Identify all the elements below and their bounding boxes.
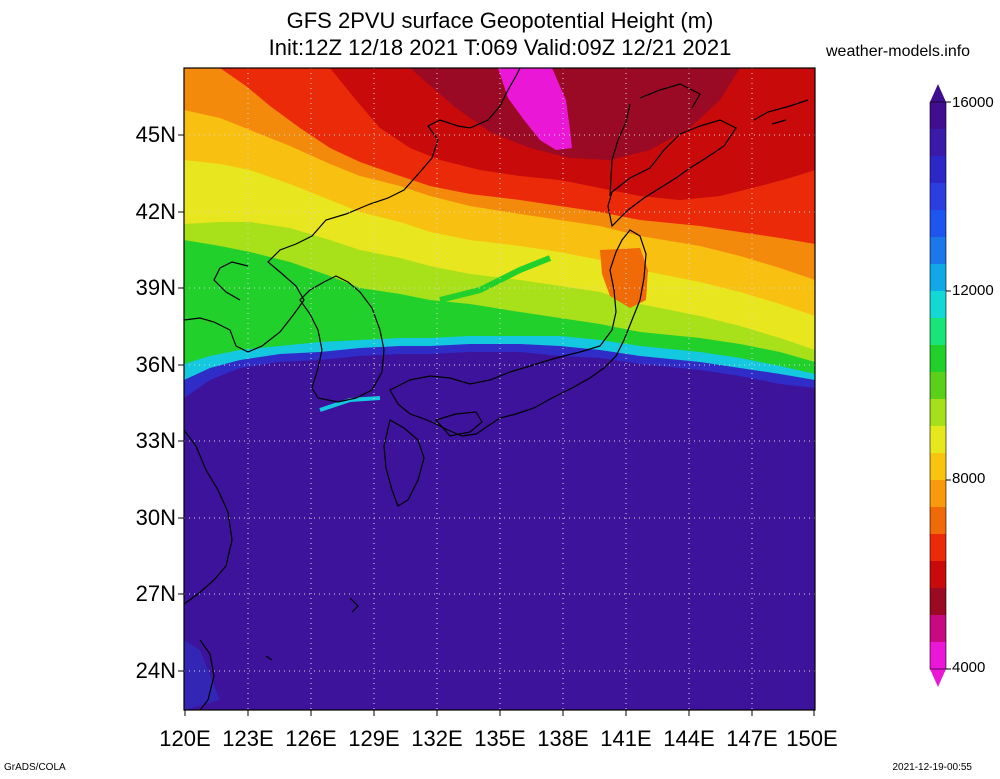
colorbar-max-arrow xyxy=(930,84,946,102)
axis-ticks xyxy=(178,134,815,716)
colorbar-label: 8000 xyxy=(952,470,986,487)
lon-label: 144E xyxy=(663,726,715,751)
lon-label: 126E xyxy=(285,726,337,751)
colorbar-segment xyxy=(930,345,946,373)
colorbar-segment xyxy=(930,264,946,292)
site-label: weather-models.info xyxy=(826,43,971,60)
lon-label: 135E xyxy=(474,726,526,751)
lat-label: 27N xyxy=(135,581,176,606)
colorbar-segment xyxy=(930,561,946,589)
colorbar-segment xyxy=(930,642,946,670)
colorbar-min-arrow xyxy=(930,669,946,687)
lat-label: 42N xyxy=(135,199,176,224)
colorbar-segment xyxy=(930,399,946,427)
lon-label: 123E xyxy=(222,726,274,751)
colorbar-segment xyxy=(930,507,946,535)
footer-credit: GrADS/COLA xyxy=(4,762,66,773)
lon-label: 147E xyxy=(726,726,778,751)
map-title: GFS 2PVU surface Geopotential Height (m) xyxy=(286,8,714,33)
plot-area xyxy=(184,68,815,710)
lon-label: 150E xyxy=(786,726,838,751)
colorbar-segment xyxy=(930,615,946,643)
colorbar-segment xyxy=(930,588,946,616)
colorbar-segment xyxy=(930,102,946,130)
colorbar-segment xyxy=(930,426,946,454)
colorbar-label: 16000 xyxy=(952,94,994,111)
lat-label: 36N xyxy=(135,352,176,377)
colorbar-segment xyxy=(930,129,946,157)
colorbar-segment xyxy=(930,183,946,211)
colorbar-segment xyxy=(930,156,946,184)
lon-label: 141E xyxy=(600,726,652,751)
colorbar-label: 12000 xyxy=(952,282,994,299)
lon-label: 129E xyxy=(348,726,400,751)
colorbar-segment xyxy=(930,534,946,562)
colorbar-segment xyxy=(930,480,946,508)
colorbar-segment xyxy=(930,291,946,319)
colorbar-segment xyxy=(930,318,946,346)
grid-lines xyxy=(184,68,815,710)
lat-label: 24N xyxy=(135,658,176,683)
lon-label: 138E xyxy=(537,726,589,751)
lat-label: 33N xyxy=(135,428,176,453)
colorbar-segment xyxy=(930,237,946,265)
lon-label: 132E xyxy=(411,726,463,751)
footer-timestamp: 2021-12-19-00:55 xyxy=(892,762,972,773)
colorbar-frame xyxy=(929,101,947,670)
colorbar-label: 4000 xyxy=(952,659,986,676)
colorbar-segment xyxy=(930,453,946,481)
colorbar-segment xyxy=(930,372,946,400)
colorbar-segment xyxy=(930,210,946,238)
lat-label: 30N xyxy=(135,505,176,530)
lat-label: 45N xyxy=(135,122,176,147)
coastlines xyxy=(184,68,809,710)
lon-label: 120E xyxy=(159,726,211,751)
colorbar xyxy=(929,84,951,687)
map-subtitle: Init:12Z 12/18 2021 T:069 Valid:09Z 12/2… xyxy=(268,35,732,60)
lat-label: 39N xyxy=(135,275,176,300)
